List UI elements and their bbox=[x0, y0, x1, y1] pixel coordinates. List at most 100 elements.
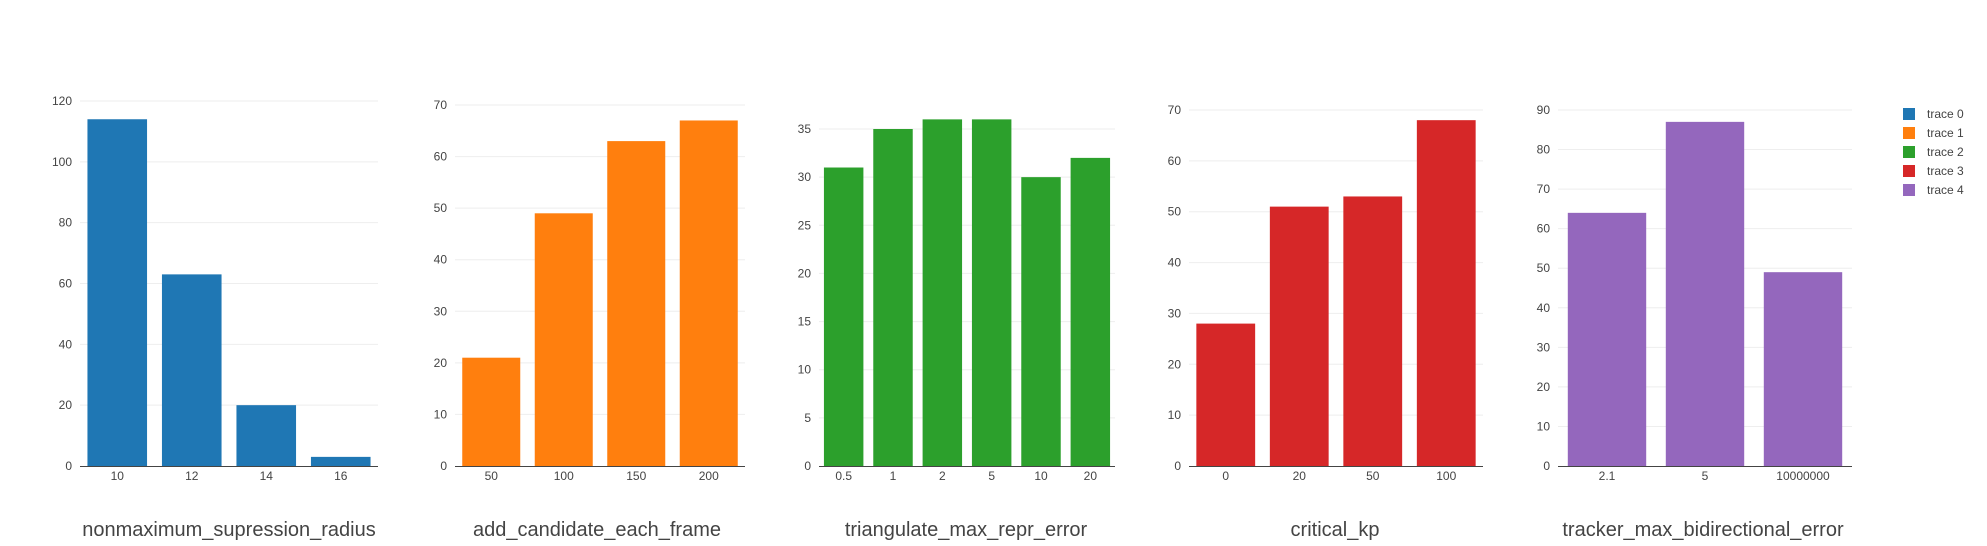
bar[interactable] bbox=[1021, 177, 1061, 466]
y-tick-label: 40 bbox=[1168, 256, 1182, 270]
y-tick-label: 90 bbox=[1537, 103, 1551, 117]
legend-swatch bbox=[1903, 165, 1915, 177]
x-tick-label: 100 bbox=[1436, 469, 1456, 483]
y-tick-label: 80 bbox=[59, 216, 73, 230]
y-tick-label: 60 bbox=[434, 150, 448, 164]
y-tick-label: 0 bbox=[804, 459, 811, 473]
legend-label: trace 2 bbox=[1927, 145, 1964, 159]
y-tick-label: 0 bbox=[1174, 459, 1181, 473]
legend-swatch bbox=[1903, 184, 1915, 196]
legend-swatch bbox=[1903, 146, 1915, 158]
x-axis-title: nonmaximum_supression_radius bbox=[82, 519, 375, 541]
x-tick-label: 16 bbox=[334, 469, 348, 483]
y-tick-label: 70 bbox=[434, 98, 448, 112]
legend-swatch bbox=[1903, 127, 1915, 139]
bar[interactable] bbox=[922, 119, 963, 466]
bar[interactable] bbox=[1416, 120, 1476, 467]
y-tick-label: 50 bbox=[434, 201, 448, 215]
bar[interactable] bbox=[1763, 272, 1843, 466]
y-tick-label: 10 bbox=[798, 363, 812, 377]
bar[interactable] bbox=[873, 129, 913, 466]
legend-label: trace 3 bbox=[1927, 164, 1964, 178]
x-tick-label: 50 bbox=[1366, 469, 1380, 483]
bar[interactable] bbox=[310, 456, 371, 466]
y-tick-label: 50 bbox=[1537, 261, 1551, 275]
legend-item[interactable]: trace 4 bbox=[1903, 183, 1964, 197]
y-tick-label: 15 bbox=[798, 315, 812, 329]
x-tick-label: 150 bbox=[626, 469, 646, 483]
y-tick-label: 0 bbox=[65, 459, 72, 473]
x-axis-title: triangulate_max_repr_error bbox=[845, 519, 1088, 541]
bar[interactable] bbox=[1567, 212, 1647, 466]
chart-panel: 0 10 20 30 40 50 60 70 80 90 2.1 5 10000000 tracker_m… bbox=[1537, 103, 1852, 541]
y-tick-label: 20 bbox=[1537, 380, 1551, 394]
x-axis-title: add_candidate_each_frame bbox=[473, 519, 721, 541]
bar[interactable] bbox=[1196, 323, 1256, 466]
y-tick-label: 100 bbox=[52, 155, 72, 169]
legend[interactable]: trace 0 trace 1 trace 2 trace 3 trace 4 bbox=[1903, 107, 1964, 197]
y-tick-label: 10 bbox=[434, 407, 448, 421]
y-tick-label: 5 bbox=[804, 411, 811, 425]
y-tick-label: 10 bbox=[1168, 408, 1182, 422]
y-tick-label: 40 bbox=[1537, 301, 1551, 315]
legend-item[interactable]: trace 3 bbox=[1903, 164, 1964, 178]
y-tick-label: 20 bbox=[434, 356, 448, 370]
y-tick-label: 70 bbox=[1537, 182, 1551, 196]
y-tick-label: 0 bbox=[440, 459, 447, 473]
y-tick-label: 40 bbox=[59, 337, 73, 351]
y-tick-label: 10 bbox=[1537, 419, 1551, 433]
y-tick-label: 30 bbox=[434, 304, 448, 318]
bar[interactable] bbox=[462, 357, 521, 466]
y-tick-label: 25 bbox=[798, 218, 812, 232]
y-tick-label: 30 bbox=[1168, 306, 1182, 320]
x-tick-label: 20 bbox=[1293, 469, 1307, 483]
x-tick-label: 1 bbox=[890, 469, 897, 483]
x-tick-label: 10 bbox=[111, 469, 125, 483]
y-tick-label: 40 bbox=[434, 253, 448, 267]
x-tick-label: 10000000 bbox=[1776, 469, 1830, 483]
x-tick-label: 100 bbox=[554, 469, 574, 483]
x-tick-label: 50 bbox=[485, 469, 499, 483]
bar[interactable] bbox=[87, 119, 148, 466]
chart-panel: 0 10 20 30 40 50 60 70 0 20 50 100 critical_kp bbox=[1168, 103, 1483, 541]
legend-item[interactable]: trace 1 bbox=[1903, 126, 1964, 140]
y-tick-label: 60 bbox=[1537, 222, 1551, 236]
x-tick-label: 2 bbox=[939, 469, 946, 483]
legend-label: trace 1 bbox=[1927, 126, 1964, 140]
y-tick-label: 80 bbox=[1537, 143, 1551, 157]
bar[interactable] bbox=[161, 274, 222, 466]
bar[interactable] bbox=[1070, 157, 1111, 466]
bar[interactable] bbox=[236, 405, 297, 466]
bar[interactable] bbox=[607, 141, 666, 466]
x-tick-label: 2.1 bbox=[1599, 469, 1616, 483]
x-tick-label: 0 bbox=[1222, 469, 1229, 483]
bar[interactable] bbox=[1665, 121, 1745, 466]
y-tick-label: 20 bbox=[798, 266, 812, 280]
y-tick-label: 120 bbox=[52, 94, 72, 108]
chart-panel: 0 20 40 60 80 100 120 10 12 14 16 nonmaximum_supres… bbox=[52, 94, 378, 541]
bar[interactable] bbox=[971, 119, 1012, 466]
legend-swatch bbox=[1903, 108, 1915, 120]
y-tick-label: 0 bbox=[1543, 459, 1550, 473]
y-tick-label: 20 bbox=[59, 398, 73, 412]
x-tick-label: 5 bbox=[988, 469, 995, 483]
legend-item[interactable]: trace 2 bbox=[1903, 145, 1964, 159]
legend-item[interactable]: trace 0 bbox=[1903, 107, 1964, 121]
y-tick-label: 60 bbox=[59, 277, 73, 291]
x-tick-label: 14 bbox=[260, 469, 274, 483]
bar[interactable] bbox=[1269, 206, 1329, 466]
legend-label: trace 0 bbox=[1927, 107, 1964, 121]
legend-label: trace 4 bbox=[1927, 183, 1964, 197]
x-tick-label: 20 bbox=[1084, 469, 1098, 483]
bar[interactable] bbox=[534, 213, 593, 466]
x-tick-label: 0.5 bbox=[835, 469, 852, 483]
x-axis-title: tracker_max_bidirectional_error bbox=[1562, 519, 1844, 541]
bar[interactable] bbox=[1343, 196, 1403, 466]
chart-panel: 0 10 20 30 40 50 60 70 50 100 150 200 add_candidate_… bbox=[434, 98, 745, 541]
x-tick-label: 200 bbox=[699, 469, 719, 483]
bar[interactable] bbox=[823, 167, 864, 466]
bar[interactable] bbox=[679, 120, 738, 466]
